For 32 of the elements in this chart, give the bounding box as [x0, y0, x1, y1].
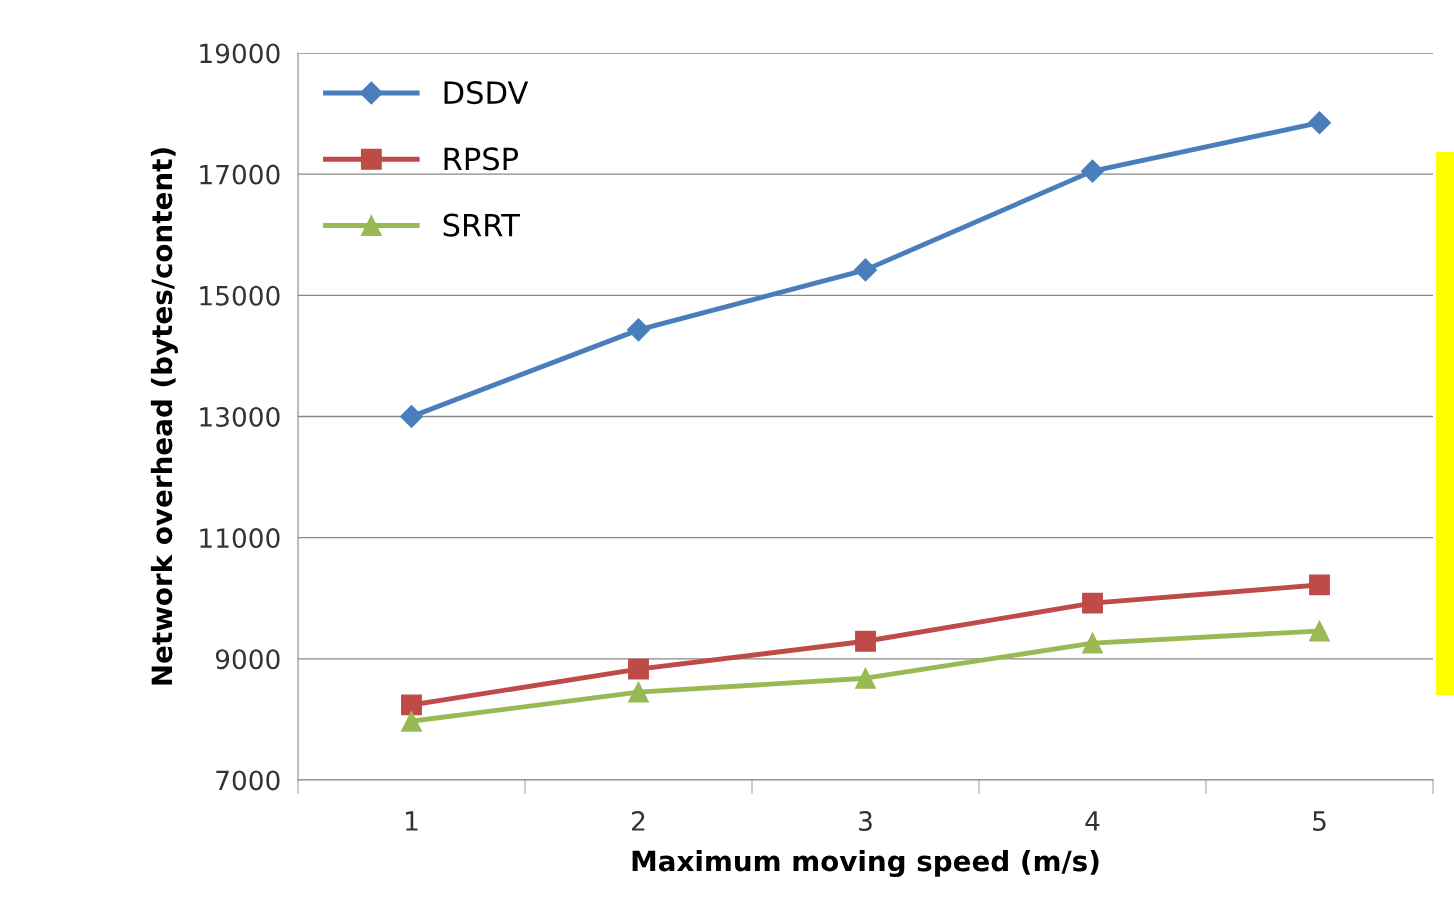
point	[855, 667, 876, 689]
x-tick-label: 2	[632, 811, 645, 831]
point	[1309, 620, 1330, 642]
y-tick-label: 15000	[200, 285, 280, 306]
x-axis-title: Maximum moving speed (m/s)	[632, 849, 1099, 878]
x-tick-label: 4	[1085, 811, 1100, 831]
point	[628, 658, 649, 680]
point	[855, 630, 876, 652]
x-tick-label: 1	[406, 811, 418, 831]
legend-label: SRRT	[443, 213, 521, 237]
point	[401, 710, 422, 732]
x-tick-label: 5	[1313, 811, 1326, 831]
point	[1081, 159, 1104, 183]
point	[628, 681, 649, 703]
y-tick-label: 9000	[215, 649, 280, 670]
point	[401, 694, 422, 716]
point	[1082, 632, 1103, 654]
legend-label: DSDV	[444, 81, 529, 105]
point	[1308, 111, 1331, 135]
point	[400, 405, 423, 428]
y-tick-label: 17000	[200, 164, 280, 185]
y-tick-label: 7000	[216, 770, 280, 791]
point	[854, 258, 877, 282]
y-tick-label: 13000	[200, 406, 280, 427]
y-tick-label: 19000	[200, 43, 280, 64]
x-tick-label: 3	[859, 811, 872, 831]
point	[627, 318, 650, 342]
legend-label: RPSP	[444, 147, 519, 171]
point	[1082, 592, 1103, 614]
y-axis-title: Network overhead (bytes/content)	[150, 148, 178, 685]
y-tick-label: 11000	[200, 528, 280, 549]
point	[1309, 574, 1330, 596]
